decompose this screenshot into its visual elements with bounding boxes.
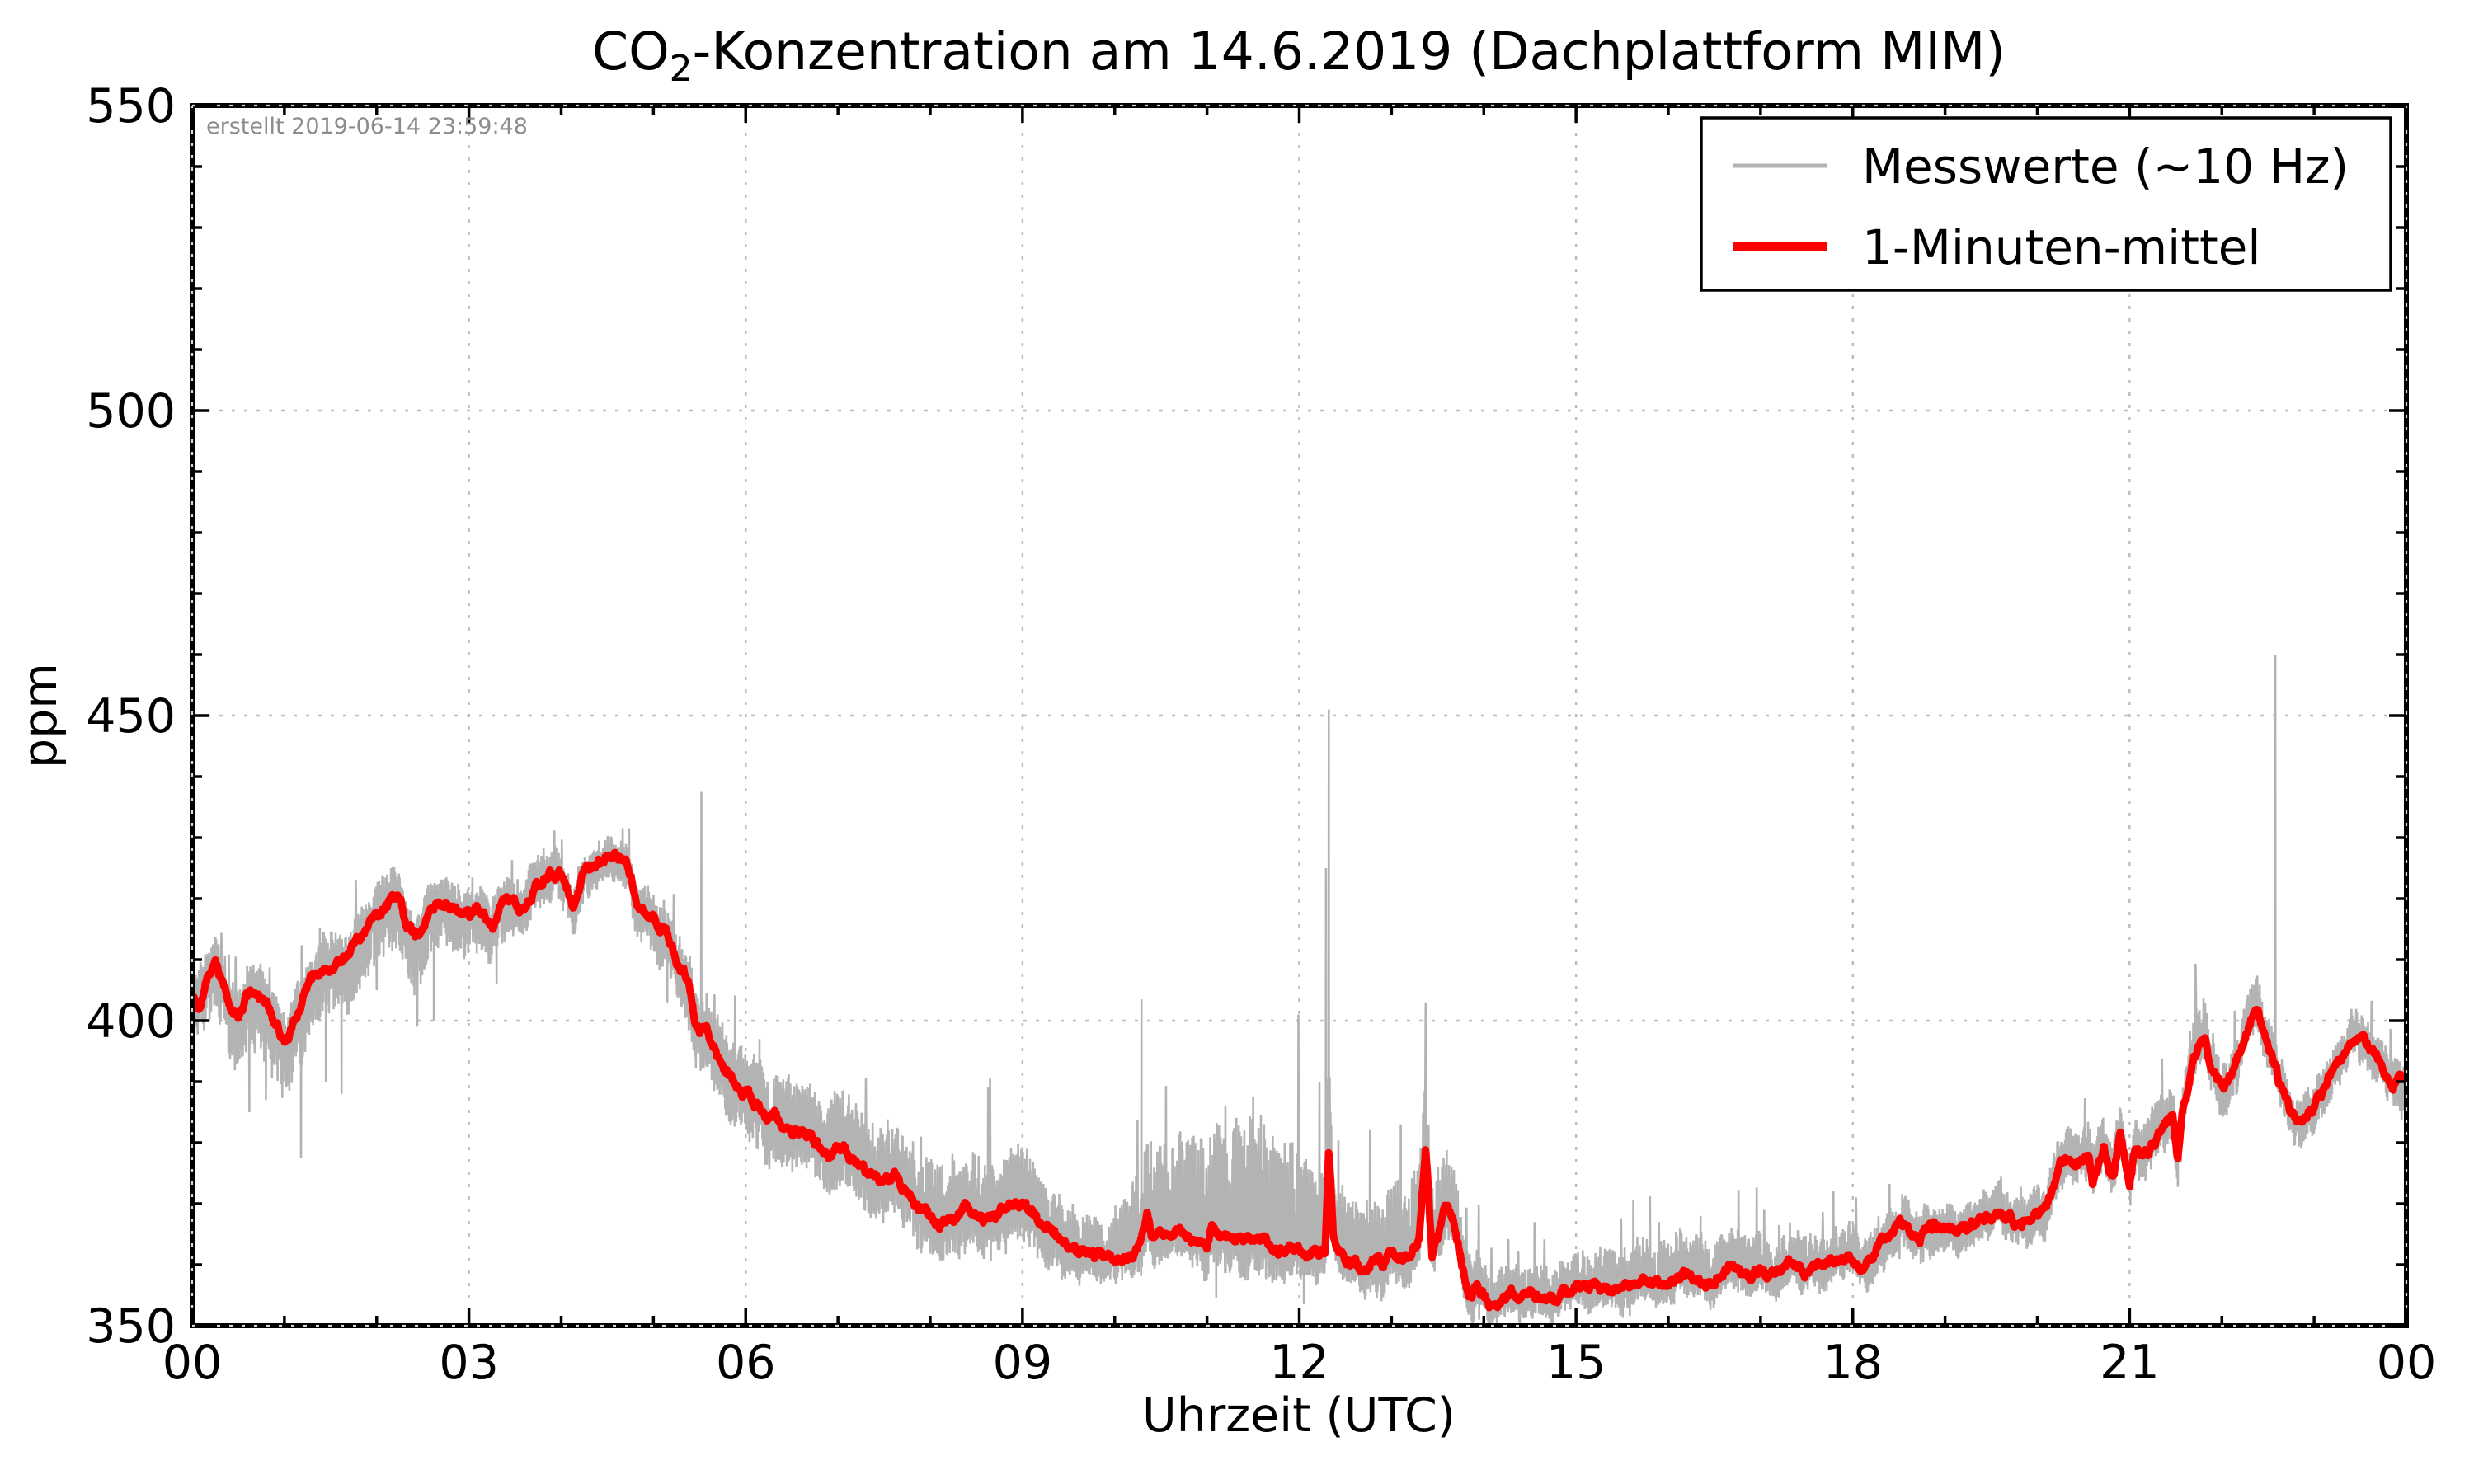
x-tick-label: 06	[716, 1336, 776, 1390]
legend-box	[1700, 116, 2392, 292]
x-tick-label: 18	[1823, 1336, 1883, 1390]
axes-frame	[190, 103, 2409, 1328]
chart-title-subscript: 2	[670, 48, 693, 90]
data-layer	[192, 654, 2406, 1326]
legend-label-minutenmittel: 1-Minuten-mittel	[1862, 219, 2261, 275]
y-tick-label: 400	[86, 994, 176, 1049]
y-tick-label: 350	[86, 1299, 176, 1354]
y-tick-label: 500	[86, 384, 176, 439]
y-axis-label: ppm	[13, 663, 68, 768]
grid-layer	[195, 108, 2404, 1323]
x-tick-label: 12	[1269, 1336, 1329, 1390]
chart-title-rest: -Konzentration am 14.6.2019 (Dachplattfo…	[693, 21, 2006, 82]
y-tick-label: 550	[86, 79, 176, 134]
messwerte-noise-path	[192, 654, 2406, 1326]
minuten-mittel-path	[192, 848, 2406, 1312]
chart-title: CO2-Konzentration am 14.6.2019 (Dachplat…	[592, 21, 2006, 90]
created-timestamp-note: erstellt 2019-06-14 23:59:48	[206, 114, 528, 139]
x-tick-label: 00	[162, 1336, 223, 1390]
legend-label-messwerte: Messwerte (~10 Hz)	[1862, 139, 2349, 195]
x-tick-label: 21	[2100, 1336, 2160, 1390]
x-tick-label: 15	[1546, 1336, 1606, 1390]
ticks-layer	[190, 104, 2408, 1327]
y-tick-label: 450	[86, 689, 176, 744]
chart-title-prefix: CO	[592, 21, 670, 82]
x-axis-label: Uhrzeit (UTC)	[1142, 1388, 1456, 1443]
legend: Messwerte (~10 Hz) 1-Minuten-mittel	[1700, 116, 2392, 292]
x-tick-label: 09	[993, 1336, 1053, 1390]
x-tick-label: 03	[439, 1336, 499, 1390]
x-tick-label: 00	[2377, 1336, 2437, 1390]
